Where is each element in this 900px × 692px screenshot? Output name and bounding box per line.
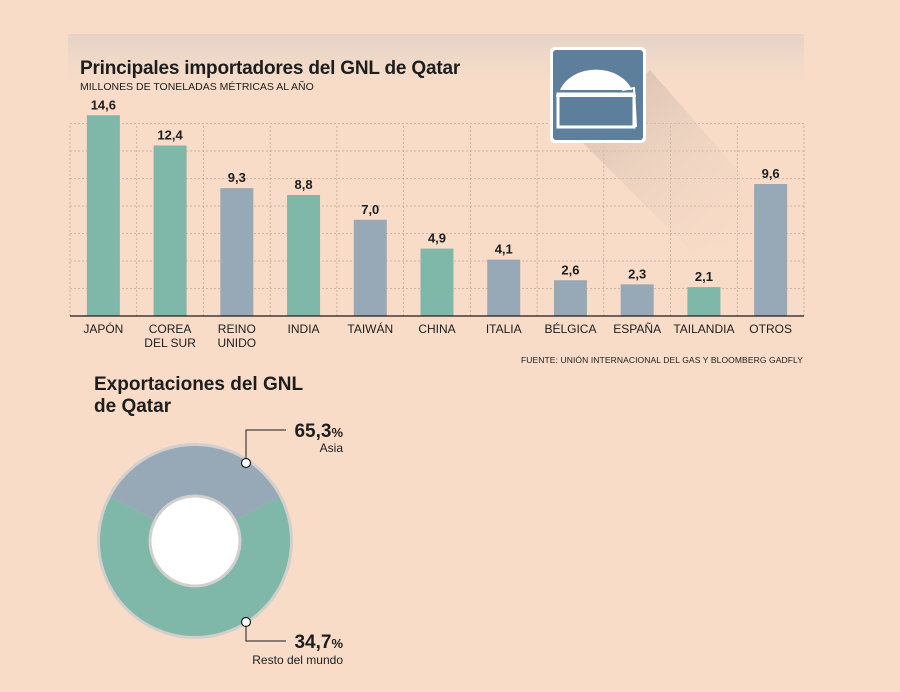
bar	[420, 248, 454, 316]
slice-label: Asia	[320, 441, 344, 455]
bar	[220, 188, 254, 316]
category-label: TAILANDIA	[673, 322, 734, 336]
value-label: 9,6	[762, 166, 780, 181]
bar	[153, 145, 187, 316]
bar	[754, 184, 788, 316]
category-label: ITALIA	[486, 322, 522, 336]
value-label: 14,6	[91, 97, 116, 112]
donut-slice	[110, 446, 280, 521]
bar	[487, 259, 521, 316]
slice-label: Resto del mundo	[252, 653, 343, 667]
donut-slice	[100, 497, 290, 637]
category-label: JAPÓN	[83, 321, 123, 336]
value-label: 2,6	[561, 262, 579, 277]
category-label: COREA	[149, 322, 192, 336]
value-label: 9,3	[228, 170, 246, 185]
category-label: UNIDO	[217, 336, 256, 350]
slice-value: 34,7%	[294, 632, 343, 653]
category-label: REINO	[218, 322, 256, 336]
slice-value: 65,3%	[294, 421, 343, 442]
category-label: OTROS	[749, 322, 792, 336]
chart-subtitle: MILLONES DE TONELADAS MÉTRICAS AL AÑO	[80, 81, 314, 93]
category-label: BÉLGICA	[544, 321, 596, 336]
category-label: TAIWÁN	[347, 321, 393, 336]
bar-chart: 14,6 12,4 9,3 8,8 7,0 4,9 4,1 2,6 2,3 2,1 9,6 JAPÓ…	[69, 47, 805, 350]
bar	[553, 280, 587, 316]
callout-line	[245, 429, 286, 463]
bar	[620, 284, 654, 316]
category-label: INDIA	[288, 322, 320, 336]
callout-dot	[240, 457, 252, 469]
value-label: 4,9	[428, 231, 446, 246]
bar	[353, 219, 387, 316]
header-band	[68, 34, 804, 84]
value-label: 2,3	[628, 266, 646, 281]
donut-title: Exportaciones del GNL de Qatar	[94, 374, 354, 418]
source-note: FUENTE: UNIÓN INTERNACIONAL DEL GAS Y BL…	[520, 355, 803, 365]
value-label: 12,4	[157, 128, 183, 143]
donut-title-line: Exportaciones del GNL	[94, 374, 304, 395]
value-label: 8,8	[295, 177, 313, 192]
donut-title-line: de Qatar	[94, 396, 172, 417]
category-label: DEL SUR	[144, 336, 196, 350]
callout-dot	[240, 616, 252, 628]
bar	[287, 195, 321, 316]
chart-title: Principales importadores del GNL de Qata…	[80, 58, 461, 79]
bar	[86, 115, 120, 316]
category-label: CHINA	[418, 322, 455, 336]
bar	[687, 287, 721, 316]
callout-line	[245, 622, 286, 642]
value-label: 2,1	[695, 269, 713, 284]
donut-hole	[150, 496, 240, 586]
value-label: 4,1	[495, 242, 513, 257]
category-label: ESPAÑA	[613, 322, 661, 336]
donut-hole-rim	[148, 494, 242, 588]
lng-tank-icon	[550, 47, 646, 143]
value-label: 7,0	[361, 202, 379, 217]
